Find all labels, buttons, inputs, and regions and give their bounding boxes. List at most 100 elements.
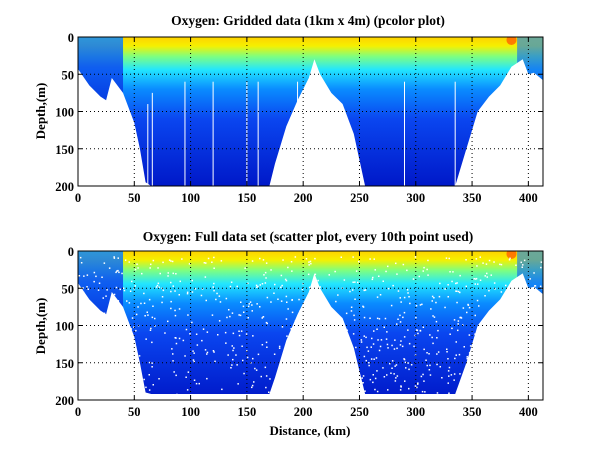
gap-point — [417, 332, 419, 335]
gap-point — [148, 361, 151, 364]
gap-point — [167, 320, 169, 323]
gap-point — [446, 348, 448, 350]
gap-point — [253, 381, 255, 383]
gap-point — [427, 259, 429, 262]
gap-point — [244, 267, 246, 269]
gap-point — [123, 289, 126, 292]
gap-point — [266, 322, 268, 325]
gap-point — [391, 367, 393, 369]
gap-point — [178, 294, 180, 296]
gap-point — [357, 281, 359, 284]
y-axis-label-top: Depth,(m) — [33, 83, 48, 140]
x-tick-label: 300 — [406, 405, 425, 419]
gap-point — [439, 366, 441, 368]
gap-point — [261, 317, 263, 319]
gap-point — [427, 274, 429, 276]
gap-point — [143, 292, 145, 295]
gap-point — [206, 377, 208, 380]
x-tick-label: 100 — [181, 191, 200, 205]
gap-point — [129, 290, 132, 292]
gap-point — [458, 353, 461, 356]
x-tick-label: 0 — [75, 191, 81, 205]
gap-point — [453, 373, 456, 375]
gap-point — [278, 347, 281, 349]
gap-point — [368, 362, 370, 364]
gap-point — [206, 353, 208, 355]
gap-point — [262, 259, 265, 261]
gap-point — [261, 344, 264, 346]
gap-point — [80, 262, 83, 264]
gap-point — [476, 265, 478, 267]
gap-point — [426, 268, 428, 271]
gap-point — [205, 262, 207, 264]
gap-point — [406, 289, 409, 291]
gap-point — [482, 262, 484, 264]
gap-point — [456, 301, 458, 304]
gap-point — [465, 259, 467, 261]
gap-point — [490, 274, 492, 276]
gap-point — [230, 281, 233, 283]
gap-point — [364, 289, 367, 291]
gap-point — [106, 289, 108, 291]
gap-point — [157, 282, 160, 285]
gap-point — [251, 260, 254, 262]
gap-point — [400, 340, 402, 342]
gap-point — [353, 319, 356, 321]
gap-point — [403, 336, 406, 338]
gap-point — [172, 272, 174, 275]
x-tick-label: 200 — [294, 405, 313, 419]
gap-point — [364, 390, 366, 392]
gap-point — [135, 313, 138, 316]
gap-point — [400, 385, 402, 387]
gap-point — [194, 288, 197, 290]
gap-point — [439, 282, 441, 285]
gap-point — [273, 353, 276, 355]
gap-point — [231, 364, 233, 366]
gap-point — [488, 259, 491, 262]
gap-point — [314, 257, 316, 260]
gap-point — [170, 260, 172, 262]
gap-point — [264, 366, 267, 369]
gap-point — [455, 290, 457, 292]
y-tick-label: 100 — [55, 106, 74, 120]
gap-point — [387, 265, 389, 268]
gap-point — [444, 288, 446, 290]
gap-point — [399, 389, 402, 391]
gap-point — [426, 352, 428, 354]
gap-point — [265, 375, 268, 377]
gap-point — [215, 298, 217, 301]
gap-point — [285, 295, 288, 298]
gap-point — [270, 269, 272, 271]
gap-point — [286, 335, 288, 337]
gap-point — [232, 332, 235, 335]
gap-point — [319, 286, 321, 288]
gap-point — [115, 286, 118, 289]
gap-point — [238, 330, 240, 332]
gap-point — [426, 364, 428, 367]
gap-point — [431, 300, 433, 302]
y-tick-label: 0 — [68, 31, 74, 45]
gap-point — [529, 278, 531, 280]
gap-point — [174, 337, 176, 339]
gap-point — [499, 263, 501, 266]
gap-point — [206, 331, 209, 333]
gap-point — [273, 292, 275, 294]
gap-point — [466, 357, 468, 360]
gap-point — [352, 333, 355, 335]
gap-point — [444, 306, 446, 309]
gap-point — [475, 258, 478, 260]
gap-point — [362, 382, 364, 384]
gap-point — [476, 299, 479, 302]
gap-point — [175, 374, 177, 377]
gap-point — [240, 301, 242, 303]
gap-point — [136, 263, 138, 265]
gap-point — [308, 264, 310, 266]
gap-point — [484, 275, 486, 277]
gap-point — [353, 314, 355, 317]
gap-point — [152, 259, 155, 262]
gap-point — [191, 291, 194, 293]
gap-point — [382, 280, 384, 282]
gap-point — [265, 262, 268, 264]
gap-point — [420, 375, 423, 378]
gap-point — [95, 275, 97, 278]
